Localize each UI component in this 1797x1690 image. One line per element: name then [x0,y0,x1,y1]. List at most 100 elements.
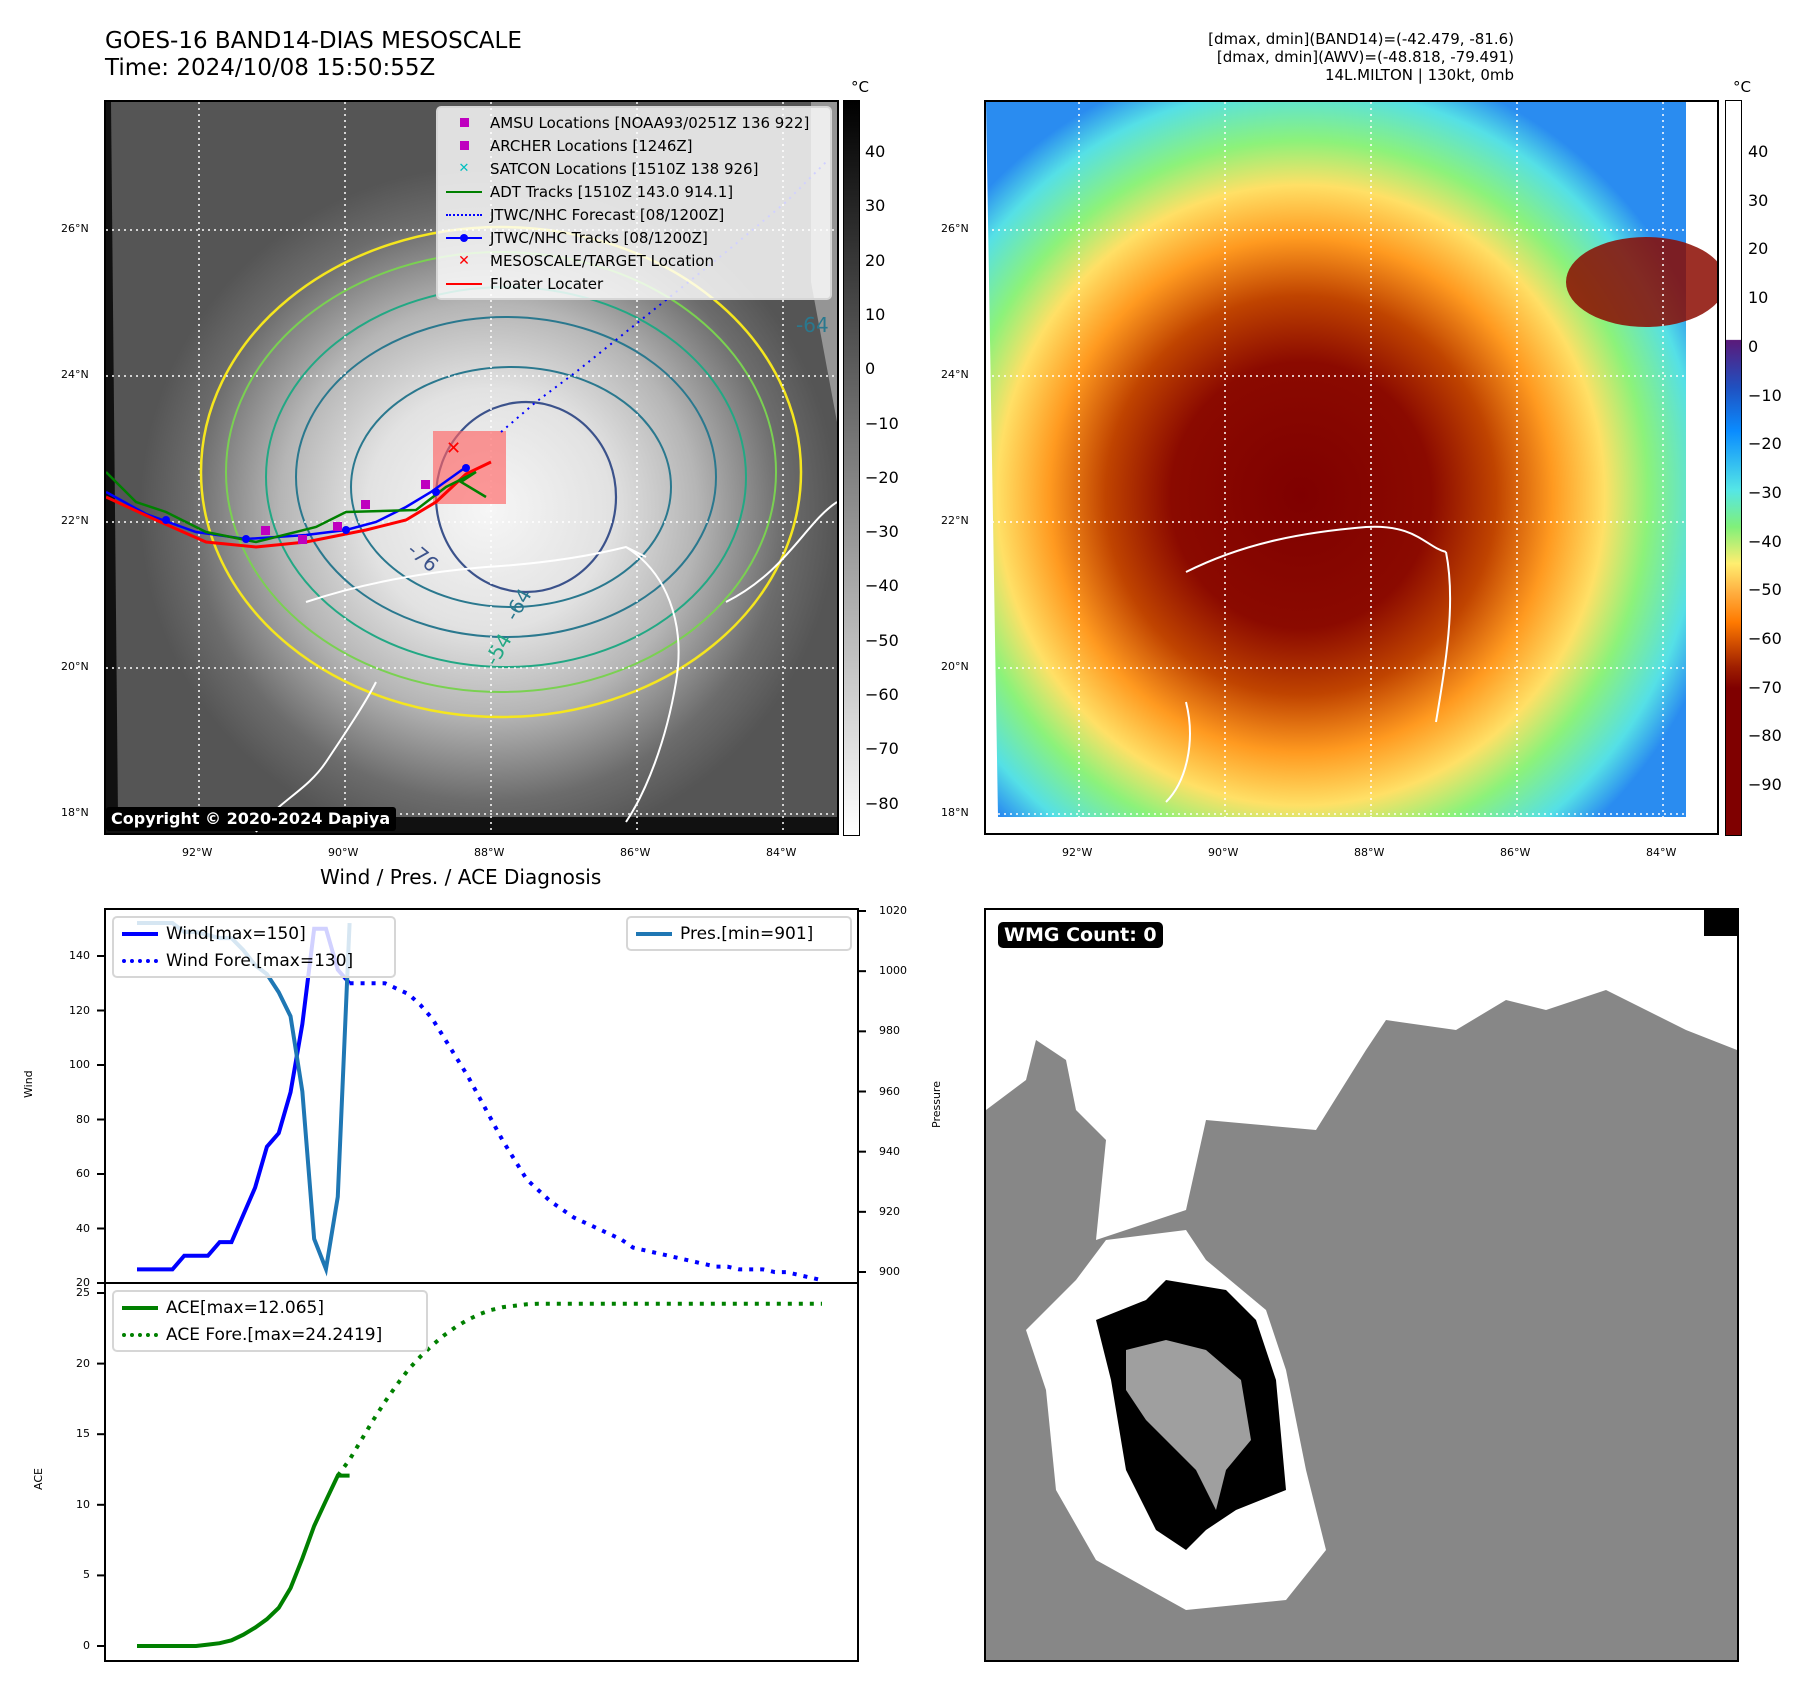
ace-axis-label: ACE [32,1468,45,1490]
coastline [1165,525,1452,803]
awv-imagery [986,102,1686,817]
map-legend: AMSU Locations [NOAA93/0251Z 136 922] AR… [436,106,832,300]
lat-tick: 24°N [941,368,969,381]
legend-item: ACE[max=12.065] [114,1294,426,1321]
colorbar-tick: −70 [1748,677,1782,697]
adt-track [106,470,487,544]
stats-band14: [dmax, dmin](BAND14)=(-42.479, -81.6) [1208,30,1514,48]
wind-axis-label: Wind [22,1070,35,1098]
colorbar-tick: −10 [1748,385,1782,405]
floater-track [106,460,492,549]
axis-tick-label: 120 [69,1003,90,1017]
legend-item: JTWC/NHC Forecast [08/1200Z] [438,203,830,226]
storm-info: 14L.MILTON | 130kt, 0mb [1324,66,1514,84]
awv-map[interactable] [984,100,1719,835]
nhc-track-points [162,464,470,543]
contour-teal [295,316,717,638]
pressure-axis-label: Pressure [930,1081,943,1128]
colorbar-tick: −60 [1748,629,1782,648]
legend-item: JTWC/NHC Tracks [08/1200Z] [438,226,830,249]
dotted-line-icon [446,213,482,216]
axis-tick-label: 980 [879,1024,900,1038]
stats-awv: [dmax, dmin](AWV)=(-48.818, -79.491) [1216,48,1514,66]
lon-tick: 84°W [766,846,797,859]
lon-tick: 86°W [1500,846,1531,859]
lon-tick: 92°W [1062,846,1093,859]
colorbar-tick: −20 [1748,434,1782,454]
solid-line-icon [636,931,672,936]
colorbar-tick: −20 [865,467,899,487]
square-marker-icon [459,118,469,127]
axis-tick-label: 0 [83,1639,90,1652]
lon-tick: 92°W [182,846,213,859]
colorbar-tick: −80 [865,793,899,813]
colorbar-tick: 0 [1748,336,1759,356]
lat-tick: 20°N [941,660,969,673]
axis-tick-label: 140 [69,949,90,962]
colorbar-tick: 30 [865,196,886,216]
lat-tick: 22°N [941,514,969,527]
colorbar-tick: −30 [865,522,899,542]
solid-line-icon [122,931,158,936]
solid-line-icon [122,1305,158,1310]
lon-tick: 84°W [1646,846,1677,859]
axis-tick-label: 25 [76,1286,90,1299]
ace-chart [104,1282,859,1662]
colorbar-unit: °C [1733,78,1751,96]
axis-tick-label: 20 [76,1276,90,1289]
awv-colorbar [1725,100,1742,836]
colorbar-tick: −80 [1748,726,1782,746]
axis-tick-label: 10 [76,1497,90,1511]
legend-item: Wind[max=150] [114,920,394,947]
dotted-line-icon [122,1332,158,1337]
grayscale-colorbar [843,100,860,836]
amsu-markers [261,480,430,544]
lat-tick: 18°N [61,806,89,819]
axis-tick-label: 80 [76,1112,90,1126]
lon-tick: 90°W [1208,846,1239,859]
square-marker-icon [459,141,469,150]
axis-tick-label: 900 [879,1265,900,1278]
figure-time: Time: 2024/10/08 15:50:55Z [105,55,436,81]
lat-tick: 18°N [941,806,969,819]
colorbar-tick: 20 [865,250,886,270]
pressure-legend: Pres.[min=901] [626,916,852,951]
axis-tick-label: 940 [879,1144,900,1158]
x-marker-icon: ✕ [458,161,470,176]
axis-tick-label: 60 [76,1167,90,1180]
colorbar-tick: −60 [865,685,899,704]
lat-tick: 24°N [61,368,89,381]
lon-tick: 88°W [1354,846,1385,859]
legend-item: Floater Locater [438,272,830,295]
colorbar-tick: 20 [1748,239,1769,259]
lon-tick: 86°W [620,846,651,859]
lat-tick: 26°N [941,222,969,235]
axis-tick-label: 20 [76,1356,90,1370]
colorbar-tick: −50 [865,630,899,650]
legend-item: ADT Tracks [1510Z 143.0 914.1] [438,180,830,203]
lon-tick: 90°W [328,846,359,859]
band14-map[interactable]: -76 -64 -64 -54 ✕ Copyright © 2020-202 [104,100,839,835]
lat-tick: 22°N [61,514,89,527]
figure-title: GOES-16 BAND14-DIAS MESOSCALE [105,28,522,54]
target-x-icon: ✕ [446,438,461,459]
legend-item: ✕ SATCON Locations [1510Z 138 926] [458,159,759,178]
contour-label: -64 [796,313,829,337]
colorbar-tick: 10 [865,304,886,324]
colorbar-tick: −70 [865,739,899,759]
legend-item: ACE Fore.[max=24.2419] [114,1321,426,1348]
legend-item: AMSU Locations [NOAA93/0251Z 136 922] [438,111,830,134]
colorbar-unit: °C [851,78,869,96]
colorbar-tick: −50 [1748,580,1782,600]
x-marker-icon: ✕ [458,252,470,269]
axis-tick-label: 5 [83,1568,90,1582]
line-dot-icon [446,233,482,242]
legend-item: ARCHER Locations [1246Z] [438,134,830,157]
colorbar-tick: 10 [1748,288,1769,308]
wmg-region-lightgray [1126,1340,1251,1510]
copyright-label: Copyright © 2020-2024 Dapiya [106,807,397,831]
wmg-panel: WMG Count: 0 [984,908,1739,1662]
axis-tick-label: 960 [879,1084,900,1098]
axis-tick-label: 920 [879,1204,900,1218]
diagnosis-title: Wind / Pres. / ACE Diagnosis [320,865,602,889]
